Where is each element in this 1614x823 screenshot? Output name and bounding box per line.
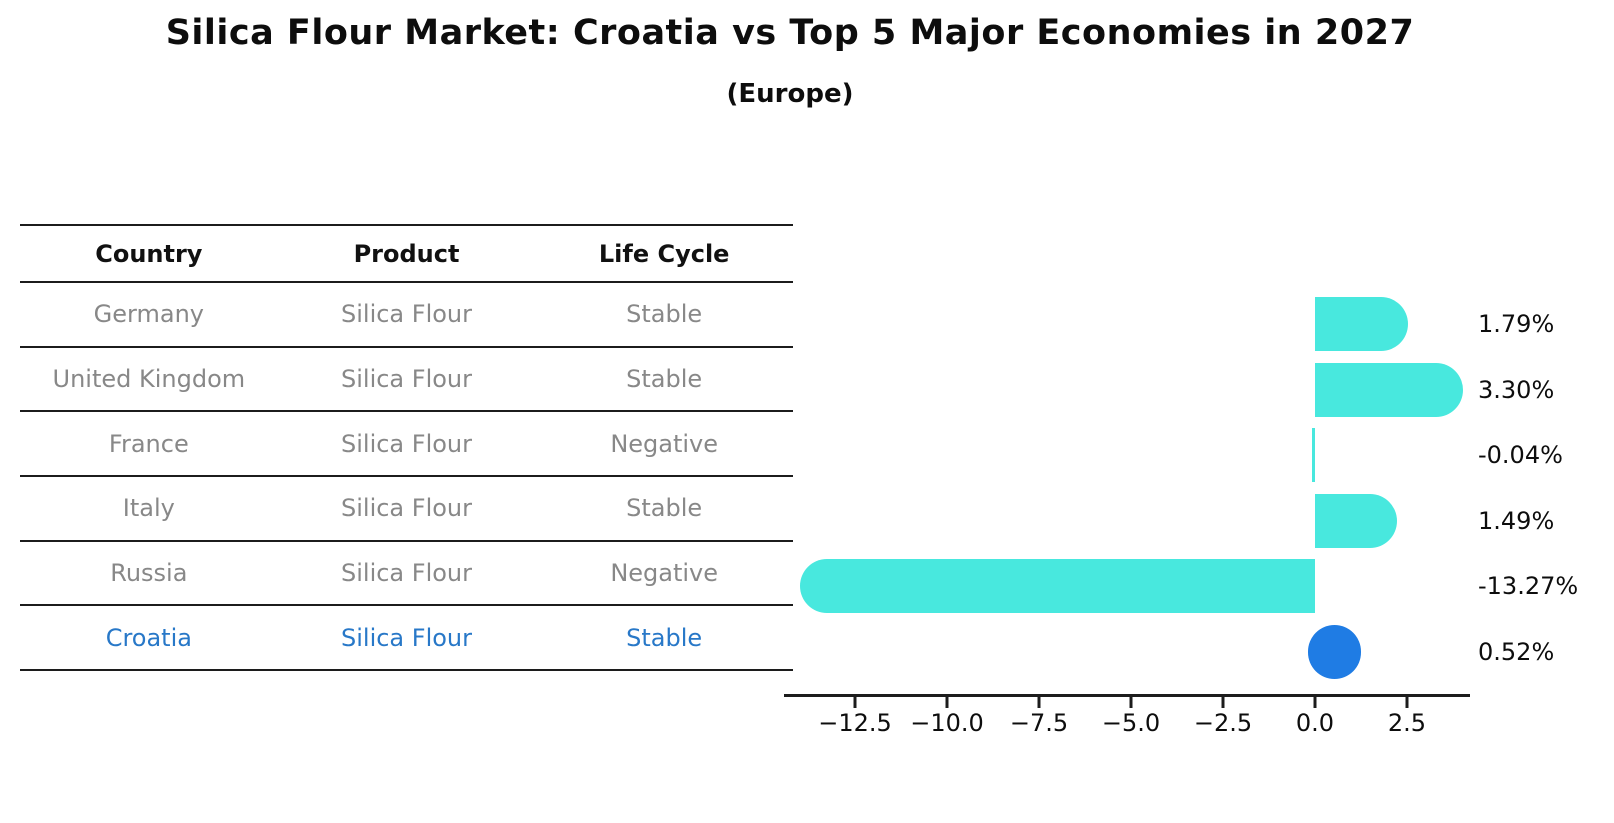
value-label-germany: 1.79% — [1478, 310, 1555, 338]
cell-product: Silica Flour — [341, 300, 473, 329]
x-tick-label: −12.5 — [818, 709, 892, 737]
cell-product: Silica Flour — [341, 623, 473, 652]
cell-country: Italy — [122, 494, 175, 523]
table-header-country: Country — [95, 239, 203, 268]
table-row: United Kingdom Silica Flour Stable — [20, 348, 793, 413]
cell-life-cycle: Stable — [626, 623, 703, 652]
cell-life-cycle: Stable — [626, 300, 703, 329]
table-row: Germany Silica Flour Stable — [20, 283, 793, 348]
value-label-italy: 1.49% — [1478, 506, 1555, 535]
table-row: Italy Silica Flour Stable — [20, 477, 793, 542]
table-header-row: Country Product Life Cycle — [20, 226, 793, 283]
data-table: Country Product Life Cycle Germany Silic… — [20, 224, 793, 672]
value-label-croatia: 0.52% — [1478, 638, 1555, 666]
bar-germany — [1315, 297, 1408, 351]
x-tick-label: −7.5 — [1009, 709, 1069, 737]
bar-united-kingdom — [1315, 362, 1464, 417]
x-tick-mark — [853, 696, 857, 708]
x-tick-mark — [1129, 696, 1133, 708]
x-tick-mark — [1405, 696, 1409, 708]
cell-product: Silica Flour — [341, 429, 473, 458]
cell-life-cycle: Stable — [626, 365, 703, 394]
x-tick-label: −10.0 — [910, 709, 984, 737]
table-row: Russia Silica Flour Negative — [20, 542, 793, 607]
x-tick-label: 2.5 — [1387, 709, 1427, 737]
cell-country: Germany — [93, 300, 204, 329]
table-header-life-cycle: Life Cycle — [598, 239, 730, 268]
table-row-highlight-croatia: Croatia Silica Flour Stable — [20, 606, 793, 672]
cell-country: Croatia — [105, 623, 192, 652]
table-row: France Silica Flour Negative — [20, 412, 793, 478]
x-axis-line — [784, 694, 1470, 697]
bar-russia — [799, 559, 1315, 614]
cell-country: United Kingdom — [52, 365, 246, 394]
cell-life-cycle: Negative — [610, 429, 719, 458]
chart-title: Silica Flour Market: Croatia vs Top 5 Ma… — [165, 13, 1415, 53]
x-tick-mark — [1037, 696, 1041, 708]
x-tick-mark — [1221, 696, 1225, 708]
value-label-united-kingdom: 3.30% — [1478, 375, 1555, 404]
bar-france — [1312, 428, 1315, 483]
cell-product: Silica Flour — [341, 365, 473, 394]
x-tick-label: 0.0 — [1295, 709, 1335, 737]
cell-life-cycle: Negative — [610, 559, 719, 588]
bar-croatia — [1308, 625, 1362, 679]
x-tick-label: −5.0 — [1101, 709, 1161, 737]
x-tick-mark — [945, 696, 949, 708]
x-tick-mark — [1313, 696, 1317, 708]
value-label-france: -0.04% — [1478, 441, 1563, 470]
cell-product: Silica Flour — [341, 494, 473, 523]
chart-subtitle: (Europe) — [726, 79, 854, 109]
bar-italy — [1315, 493, 1397, 548]
cell-life-cycle: Stable — [626, 494, 703, 523]
cell-product: Silica Flour — [341, 559, 473, 588]
cell-country: Russia — [110, 559, 188, 588]
value-label-russia: -13.27% — [1478, 572, 1579, 601]
table-header-product: Product — [353, 239, 460, 268]
x-tick-label: −2.5 — [1193, 709, 1253, 737]
cell-country: France — [108, 429, 189, 458]
